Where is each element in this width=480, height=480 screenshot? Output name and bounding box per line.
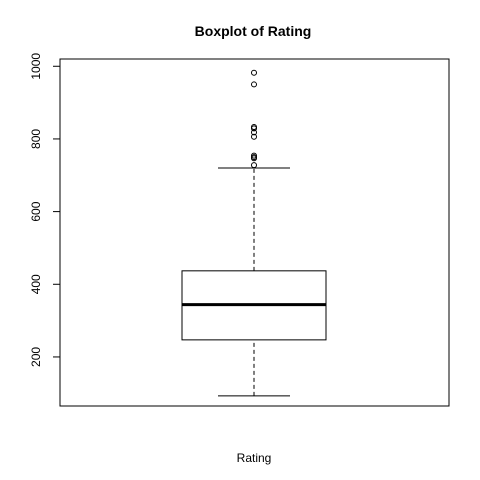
chart-title: Boxplot of Rating [195, 23, 312, 39]
x-axis-label: Rating [237, 451, 272, 465]
y-tick-label: 600 [29, 201, 43, 221]
outlier-point [251, 123, 257, 130]
y-tick-label: 200 [29, 347, 43, 367]
y-tick-label: 400 [29, 274, 43, 294]
outlier-point [251, 133, 257, 140]
y-axis: 200 400 600 800 1000 [29, 53, 60, 367]
outlier-point [251, 162, 257, 169]
outlier-point [251, 69, 257, 76]
y-tick-labels: 200 400 600 800 1000 [29, 53, 43, 367]
outlier-points [251, 69, 257, 169]
outlier-point [251, 81, 257, 88]
box-plot [181, 167, 327, 397]
y-tick-label: 800 [29, 129, 43, 149]
y-tick-label: 1000 [29, 53, 43, 80]
outlier-point [251, 152, 257, 159]
plot-frame [59, 58, 450, 407]
